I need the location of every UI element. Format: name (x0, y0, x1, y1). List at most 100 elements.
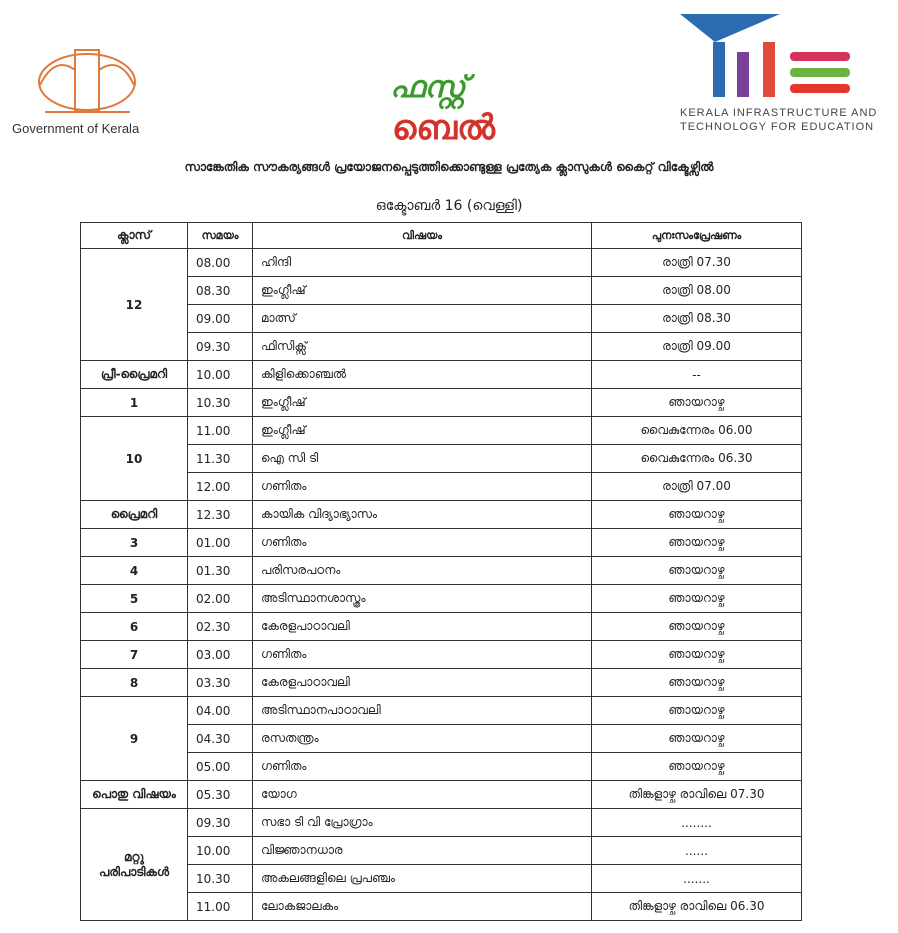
column-header: സമയം (187, 222, 253, 249)
time-cell: 10.30 (187, 388, 253, 417)
time-cell: 09.00 (187, 304, 253, 333)
time-cell: 10.30 (187, 864, 253, 893)
time-cell: 02.00 (187, 584, 253, 613)
kite-logo (680, 14, 850, 97)
table-row: 4 01.30 പരിസരപഠനം ഞായറാഴ്ച (80, 556, 802, 585)
table-row: പ്രൈമറി 12.30 കായിക വിദ്യാഭ്യാസം ഞായറാഴ്ച (80, 500, 802, 529)
subject-cell: ഇംഗ്ലീഷ് (252, 416, 592, 445)
rerun-cell: -- (591, 360, 802, 389)
column-header: ക്ലാസ് (80, 222, 188, 249)
rerun-cell: ഞായറാഴ്ച (591, 752, 802, 781)
table-row: മറ്റു പരിപാടികൾ 09.30 സഭാ ടി വി പ്രോഗ്രാം.… (80, 808, 802, 921)
subject-cell: ഫിസിക്സ് (252, 332, 592, 361)
time-cell: 10.00 (187, 360, 253, 389)
rerun-cell: വൈകുന്നേരം 06.00 (591, 416, 802, 445)
rerun-cell: ഞായറാഴ്ച (591, 528, 802, 557)
subject-cell: ഇംഗ്ലീഷ് (252, 276, 592, 305)
subject-cell: കേരളപാഠാവലി (252, 668, 592, 697)
table-row: 09.00 മാത്സ് രാത്രി 08.30 (81, 304, 802, 333)
class-cell: 1 (80, 388, 188, 417)
rerun-cell: ...... (591, 836, 802, 865)
header-row: ക്ലാസ് സമയം വിഷയം പുനഃസംപ്രേഷണം (80, 222, 802, 249)
time-cell: 03.30 (187, 668, 253, 697)
table-row: 12 08.00 ഹിന്ദി രാത്രി 07.30 (80, 248, 802, 361)
date: ഒക്ടോബർ 16 (വെള്ളി) (375, 198, 523, 214)
time-cell: 09.30 (187, 808, 253, 837)
table-row: 11.30 ഐ സി ടി വൈകുന്നേരം 06.30 (81, 444, 802, 473)
rerun-cell: ഞായറാഴ്ച (591, 612, 802, 641)
rerun-cell: തിങ്കളാഴ്ച രാവിലെ 07.30 (591, 780, 802, 809)
subject-cell: ഗണിതം (252, 528, 592, 557)
class-cell: 10 (80, 416, 188, 501)
time-cell: 01.00 (187, 528, 253, 557)
class-cell: പൊതു വിഷയം (80, 780, 188, 809)
rerun-cell: ഞായറാഴ്ച (591, 668, 802, 697)
rerun-cell: തിങ്കളാഴ്ച രാവിലെ 06.30 (591, 892, 802, 921)
subject-cell: മാത്സ് (252, 304, 592, 333)
class-cell: 9 (80, 696, 188, 781)
table-row: 3 01.00 ഗണിതം ഞായറാഴ്ച (80, 528, 802, 557)
time-cell: 12.30 (187, 500, 253, 529)
time-cell: 08.30 (187, 276, 253, 305)
time-cell: 01.30 (187, 556, 253, 585)
subject-cell: ഗണിതം (252, 472, 592, 501)
subject-cell: കിളിക്കൊഞ്ചൽ (252, 360, 592, 389)
subject-cell: വിജ്ഞാനധാര (252, 836, 592, 865)
subject-cell: ഹിന്ദി (252, 248, 592, 277)
class-cell: പ്രീ-പ്രൈമറി (80, 360, 188, 389)
rerun-cell: ഞായറാഴ്ച (591, 696, 802, 725)
table-row: 9 04.00 അടിസ്ഥാനപാഠാവലി ഞായറാഴ്ച (80, 696, 802, 781)
time-cell: 03.00 (187, 640, 253, 669)
time-cell: 02.30 (187, 612, 253, 641)
emblem (38, 49, 136, 113)
rerun-cell: ഞായറാഴ്ച (591, 584, 802, 613)
table-row: 7 03.00 ഗണിതം ഞായറാഴ്ച (80, 640, 802, 669)
subject-cell: ലോകജാലകം (252, 892, 592, 921)
kite-label: Kerala Infrastructure and (680, 107, 878, 119)
table-row: 6 02.30 കേരളപാഠാവലി ഞായറാഴ്ച (80, 612, 802, 641)
schedule-table: ക്ലാസ് സമയം വിഷയം പുനഃസംപ്രേഷണം 12 08.00 ഹിന്ദ… (80, 222, 802, 921)
table-row: 10.30 അകലങ്ങളിലെ പ്രപഞ്ചം....... (81, 864, 802, 893)
time-cell: 10.00 (187, 836, 253, 865)
subject-cell: സഭാ ടി വി പ്രോഗ്രാം (252, 808, 592, 837)
table-row: 08.30 ഇംഗ്ലീഷ് രാത്രി 08.00 (81, 276, 802, 305)
table-row: പ്രീ-പ്രൈമറി 10.00 കിളിക്കൊഞ്ചൽ -- (80, 360, 802, 389)
subject-cell: അടിസ്ഥാനശാസ്ത്രം (252, 584, 592, 613)
subject-cell: ഇംഗ്ലീഷ് (252, 388, 592, 417)
column-header: പുനഃസംപ്രേഷണം (591, 222, 802, 249)
table-row: 10.00 വിജ്ഞാനധാര...... (81, 836, 802, 865)
subject-cell: ഐ സി ടി (252, 444, 592, 473)
rerun-cell: രാത്രി 09.00 (591, 332, 802, 361)
subject-cell: അടിസ്ഥാനപാഠാവലി (252, 696, 592, 725)
rerun-cell: വൈകുന്നേരം 06.30 (591, 444, 802, 473)
subject-cell: യോഗ (252, 780, 592, 809)
rerun-cell: ഞായറാഴ്ച (591, 640, 802, 669)
time-cell: 04.30 (187, 724, 253, 753)
rerun-cell: ....... (591, 864, 802, 893)
class-cell: 4 (80, 556, 188, 585)
time-cell: 11.00 (187, 892, 253, 921)
table-row: 10 11.00 ഇംഗ്ലീഷ് വൈകുന്നേരം 06.00 (80, 416, 802, 501)
table-row: 05.00 ഗണിതം ഞായറാഴ്ച (81, 752, 802, 781)
subject-cell: ഗണിതം (252, 640, 592, 669)
subject-cell: ഗണിതം (252, 752, 592, 781)
table-row: 04.30 രസതന്ത്രം ഞായറാഴ്ച (81, 724, 802, 753)
logo-text: ഫസ്റ്റ് (390, 70, 466, 105)
government-label: Government of Kerala (12, 121, 140, 136)
rerun-cell: ഞായറാഴ്ച (591, 500, 802, 529)
rerun-cell: ഞായറാഴ്ച (591, 388, 802, 417)
class-cell: 8 (80, 668, 188, 697)
time-cell: 11.30 (187, 444, 253, 473)
rerun-cell: രാത്രി 07.00 (591, 472, 802, 501)
time-cell: 05.30 (187, 780, 253, 809)
table-row: പൊതു വിഷയം 05.30 യോഗ തിങ്കളാഴ്ച രാവിലെ 07.3… (80, 780, 802, 809)
rerun-cell: രാത്രി 08.30 (591, 304, 802, 333)
subject-cell: അകലങ്ങളിലെ പ്രപഞ്ചം (252, 864, 592, 893)
time-cell: 08.00 (187, 248, 253, 277)
time-cell: 04.00 (187, 696, 253, 725)
table-row: 5 02.00 അടിസ്ഥാനശാസ്ത്രം ഞായറാഴ്ച (80, 584, 802, 613)
table-row: 12.00 ഗണിതം രാത്രി 07.00 (81, 472, 802, 501)
subject-cell: കായിക വിദ്യാഭ്യാസം (252, 500, 592, 529)
time-cell: 09.30 (187, 332, 253, 361)
